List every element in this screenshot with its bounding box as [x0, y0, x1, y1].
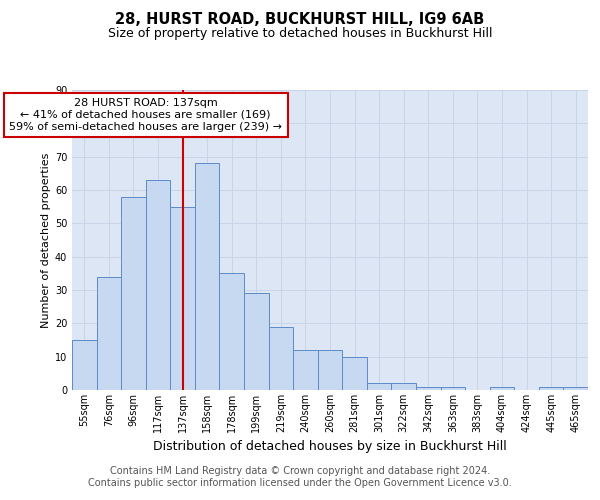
- Bar: [97, 276, 121, 390]
- Bar: [244, 294, 269, 390]
- Bar: [72, 340, 97, 390]
- Bar: [391, 384, 416, 390]
- Bar: [416, 386, 440, 390]
- Text: Size of property relative to detached houses in Buckhurst Hill: Size of property relative to detached ho…: [108, 28, 492, 40]
- Bar: [563, 386, 588, 390]
- Bar: [318, 350, 342, 390]
- Bar: [220, 274, 244, 390]
- Bar: [342, 356, 367, 390]
- Bar: [367, 384, 391, 390]
- Bar: [269, 326, 293, 390]
- Bar: [539, 386, 563, 390]
- Text: Contains HM Land Registry data © Crown copyright and database right 2024.: Contains HM Land Registry data © Crown c…: [110, 466, 490, 476]
- Y-axis label: Number of detached properties: Number of detached properties: [41, 152, 50, 328]
- Bar: [195, 164, 220, 390]
- Bar: [170, 206, 195, 390]
- Bar: [440, 386, 465, 390]
- Text: 28, HURST ROAD, BUCKHURST HILL, IG9 6AB: 28, HURST ROAD, BUCKHURST HILL, IG9 6AB: [115, 12, 485, 28]
- Text: 28 HURST ROAD: 137sqm
← 41% of detached houses are smaller (169)
59% of semi-det: 28 HURST ROAD: 137sqm ← 41% of detached …: [9, 98, 282, 132]
- Bar: [146, 180, 170, 390]
- Bar: [293, 350, 318, 390]
- X-axis label: Distribution of detached houses by size in Buckhurst Hill: Distribution of detached houses by size …: [153, 440, 507, 454]
- Bar: [490, 386, 514, 390]
- Text: Contains public sector information licensed under the Open Government Licence v3: Contains public sector information licen…: [88, 478, 512, 488]
- Bar: [121, 196, 146, 390]
